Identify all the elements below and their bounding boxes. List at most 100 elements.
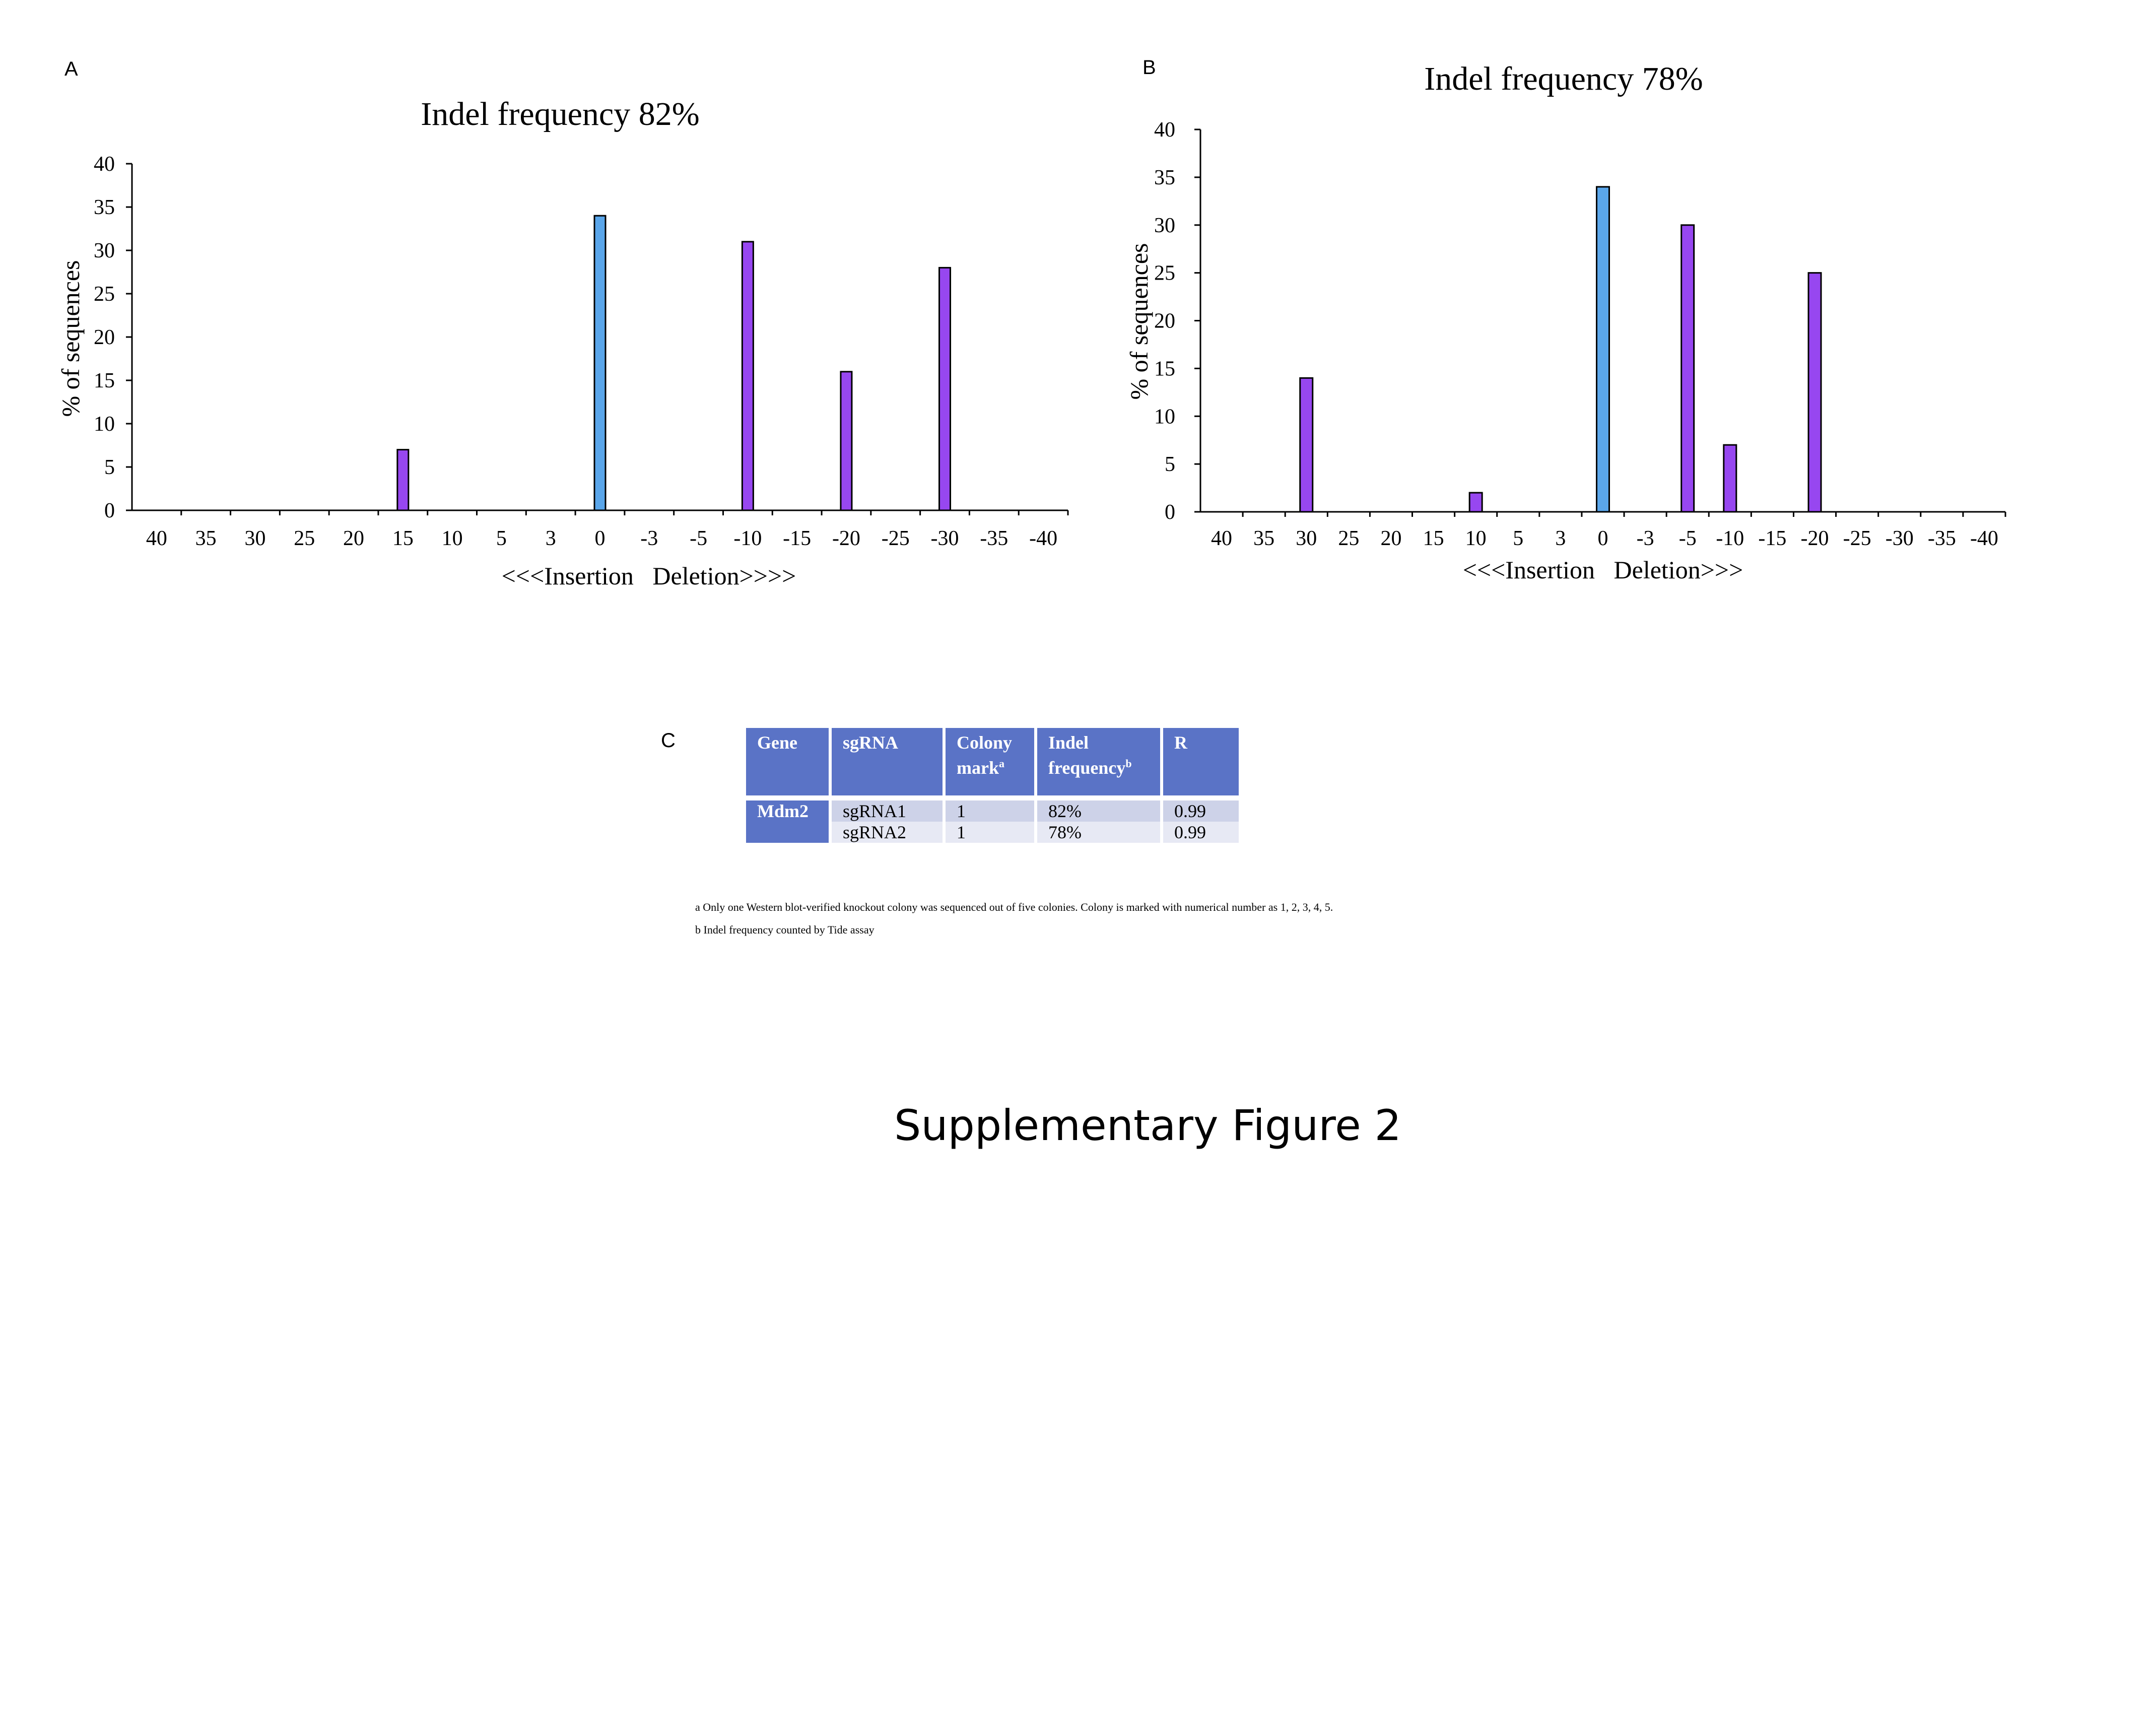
x-tick-label: -40 <box>1970 527 1998 550</box>
sgrna-cell: sgRNA1 <box>832 800 943 822</box>
bar--5 <box>1680 224 1695 513</box>
header-sgrna: sgRNA <box>832 728 943 795</box>
bar--20 <box>1807 272 1822 513</box>
x-tick-label: 3 <box>546 527 556 550</box>
x-tick-label: -10 <box>1716 527 1744 550</box>
table-header-row: Gene sgRNA Colony marka Indel frequencyb… <box>746 728 1239 795</box>
x-tick-label: 15 <box>392 527 414 550</box>
x-tick-label: -3 <box>1637 527 1654 550</box>
y-tick-label: 25 <box>1154 262 1175 285</box>
x-tick-label: 35 <box>1253 527 1274 550</box>
y-tick-label: 40 <box>94 153 115 176</box>
x-tick-label: -20 <box>1801 527 1829 550</box>
sgrna-cell: sgRNA2 <box>832 822 943 843</box>
y-tick-label: 40 <box>1154 118 1175 142</box>
y-tick-label: 35 <box>1154 166 1175 189</box>
r-cell: 0.99 <box>1163 822 1239 843</box>
x-tick-label: -40 <box>1029 527 1057 550</box>
y-tick-label: 10 <box>94 413 115 436</box>
x-tick-label: 5 <box>496 527 507 550</box>
bar-group <box>396 215 952 511</box>
y-tick-label: 15 <box>94 369 115 392</box>
bar-30 <box>1299 377 1314 513</box>
x-tick-label: 5 <box>1513 527 1523 550</box>
header-indel-frequency: Indel frequencyb <box>1037 728 1160 795</box>
x-tick-label: -15 <box>783 527 811 550</box>
y-tick-label: 0 <box>1165 501 1175 524</box>
x-tick-label: 40 <box>146 527 167 550</box>
x-tick-label: 0 <box>595 527 606 550</box>
y-tick-group: 0 5 10 15 20 25 30 35 40 <box>94 153 132 522</box>
table-row: Mdm2 sgRNA1 1 82% 0.99 <box>746 800 1239 843</box>
x-axis-title: <<<Insertion Deletion>>> <box>1463 556 1743 584</box>
x-tick-label: -5 <box>1679 527 1697 550</box>
footnote-a: a Only one Western blot-verified knockou… <box>695 901 1333 913</box>
x-tick-label: 20 <box>1380 527 1401 550</box>
indel-chart-a: Indel frequency 82% % of sequences <<<In… <box>56 96 1069 590</box>
colony-cell: 1 <box>946 822 1034 843</box>
x-tick-label: -10 <box>733 527 762 550</box>
x-tick-label: -15 <box>1758 527 1786 550</box>
y-tick-label: 0 <box>104 499 115 522</box>
y-tick-label: 10 <box>1154 405 1175 428</box>
bar--10 <box>1723 444 1737 513</box>
x-axis-title: <<<Insertion Deletion>>>> <box>502 562 796 590</box>
x-tick-label: -20 <box>832 527 860 550</box>
header-r: R <box>1163 728 1239 795</box>
footnote-b: b Indel frequency counted by Tide assay <box>695 923 875 936</box>
r-cell: 0.99 <box>1163 800 1239 822</box>
x-tick-label: -25 <box>882 527 910 550</box>
x-tick-label: 25 <box>1338 527 1359 550</box>
x-tick-label: 30 <box>244 527 265 550</box>
x-tick-label: 15 <box>1423 527 1444 550</box>
x-tick-label: 0 <box>1598 527 1608 550</box>
indel-cell: 78% <box>1037 822 1160 843</box>
y-tick-label: 5 <box>1165 453 1175 476</box>
x-tick-label: 10 <box>1465 527 1487 550</box>
y-tick-label: 25 <box>94 283 115 306</box>
x-tick-label: -35 <box>980 527 1008 550</box>
summary-table: Gene sgRNA Colony marka Indel frequencyb… <box>743 728 1242 843</box>
x-tick-label: 20 <box>343 527 364 550</box>
indel-cell: 82% <box>1037 800 1160 822</box>
y-tick-label: 5 <box>104 456 115 479</box>
figure-caption: Supplementary Figure 2 <box>894 1101 1401 1150</box>
panel-label-b: B <box>1142 56 1156 79</box>
chart-title: Indel frequency 82% <box>421 96 699 132</box>
x-tick-group: 40 35 30 25 20 15 10 5 3 0 -3 -5 -10 -15 -20 -25 -30 -35-… <box>1211 512 2006 550</box>
x-tick-label: -25 <box>1843 527 1871 550</box>
x-tick-label: 25 <box>294 527 315 550</box>
y-tick-label: 20 <box>1154 310 1175 333</box>
y-tick-label: 30 <box>1154 214 1175 237</box>
y-tick-label: 20 <box>94 326 115 349</box>
x-tick-label: -3 <box>640 527 658 550</box>
chart-title: Indel frequency 78% <box>1424 60 1703 97</box>
header-colony-mark: Colony marka <box>946 728 1034 795</box>
header-gene: Gene <box>746 728 829 795</box>
x-tick-label: 40 <box>1211 527 1232 550</box>
gene-cell: Mdm2 <box>746 800 829 843</box>
indel-chart-b: Indel frequency 78% % of sequences <<<In… <box>1125 60 2006 584</box>
bar-10 <box>1468 492 1483 513</box>
panel-label-a: A <box>64 58 78 80</box>
bar-group <box>1299 186 1822 513</box>
colony-cell: 1 <box>946 800 1034 822</box>
bar-0 <box>1596 186 1610 513</box>
y-tick-group: 0 5 10 15 20 25 30 35 40 <box>1154 118 1200 524</box>
y-axis-title: % of sequences <box>1125 243 1153 400</box>
x-tick-label: -35 <box>1928 527 1956 550</box>
x-tick-group: 40 35 30 25 20 15 10 5 3 0 -3 -5 -10 -15 -20 -25 -30 -35-… <box>146 510 1069 550</box>
y-tick-label: 35 <box>94 196 115 219</box>
x-tick-label: 30 <box>1296 527 1317 550</box>
x-tick-label: -30 <box>931 527 959 550</box>
table-row: sgRNA2 1 78% 0.99 <box>746 822 1239 843</box>
x-tick-label: 35 <box>195 527 217 550</box>
x-tick-label: 3 <box>1555 527 1566 550</box>
x-tick-label: -30 <box>1886 527 1914 550</box>
x-tick-label: 10 <box>442 527 463 550</box>
y-axis-title: % of sequences <box>56 260 85 417</box>
y-tick-label: 15 <box>1154 357 1175 380</box>
x-tick-label: -5 <box>690 527 707 550</box>
panel-label-c: C <box>661 729 676 752</box>
y-tick-label: 30 <box>94 239 115 262</box>
